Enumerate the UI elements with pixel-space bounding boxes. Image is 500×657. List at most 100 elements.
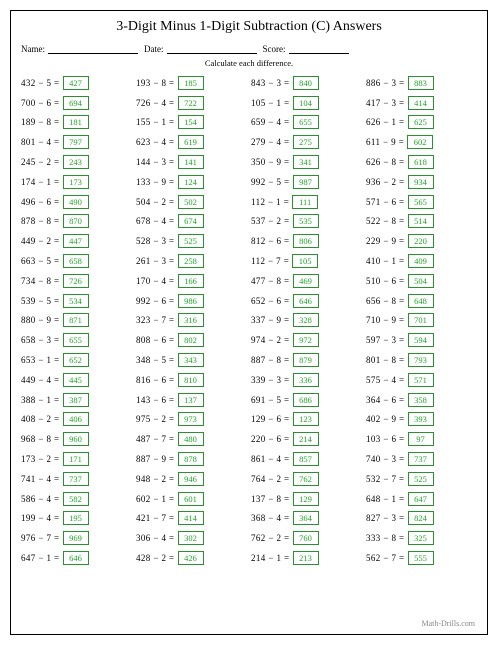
expression: 974 − 2 = <box>251 335 290 345</box>
answer-box: 414 <box>408 96 434 110</box>
problem-cell: 112 − 1 =111 <box>251 192 362 212</box>
expression: 487 − 7 = <box>136 434 175 444</box>
problem-cell: 532 − 7 =525 <box>366 469 477 489</box>
expression: 887 − 9 = <box>136 454 175 464</box>
answer-box: 243 <box>63 155 89 169</box>
answer-box: 480 <box>178 432 204 446</box>
answer-box: 129 <box>293 492 319 506</box>
problem-cell: 496 − 6 =490 <box>21 192 132 212</box>
answer-box: 504 <box>408 274 434 288</box>
answer-box: 737 <box>408 452 434 466</box>
expression: 976 − 7 = <box>21 533 60 543</box>
expression: 611 − 9 = <box>366 137 404 147</box>
answer-box: 619 <box>178 135 204 149</box>
problem-cell: 571 − 6 =565 <box>366 192 477 212</box>
expression: 137 − 8 = <box>251 494 290 504</box>
problem-cell: 801 − 8 =793 <box>366 350 477 370</box>
expression: 726 − 4 = <box>136 98 175 108</box>
answer-box: 646 <box>293 294 319 308</box>
expression: 992 − 6 = <box>136 296 175 306</box>
problem-cell: 936 − 2 =934 <box>366 172 477 192</box>
problem-cell: 350 − 9 =341 <box>251 152 362 172</box>
problem-cell: 339 − 3 =336 <box>251 370 362 390</box>
expression: 189 − 8 = <box>21 117 60 127</box>
problem-cell: 364 − 6 =358 <box>366 390 477 410</box>
answer-box: 214 <box>293 432 319 446</box>
answer-box: 137 <box>178 393 204 407</box>
answer-box: 469 <box>293 274 319 288</box>
problem-cell: 388 − 1 =387 <box>21 390 132 410</box>
date-field: Date: <box>144 43 257 54</box>
answer-box: 986 <box>178 294 204 308</box>
answer-box: 525 <box>178 234 204 248</box>
answer-box: 364 <box>293 511 319 525</box>
answer-box: 358 <box>408 393 434 407</box>
problem-cell: 133 − 9 =124 <box>136 172 247 192</box>
expression: 199 − 4 = <box>21 513 60 523</box>
problem-cell: 449 − 4 =445 <box>21 370 132 390</box>
expression: 428 − 2 = <box>136 553 175 563</box>
expression: 827 − 3 = <box>366 513 405 523</box>
answer-box: 960 <box>63 432 89 446</box>
expression: 421 − 7 = <box>136 513 175 523</box>
expression: 948 − 2 = <box>136 474 175 484</box>
expression: 992 − 5 = <box>251 177 290 187</box>
problem-cell: 477 − 8 =469 <box>251 271 362 291</box>
problem-cell: 112 − 7 =105 <box>251 251 362 271</box>
score-label: Score: <box>263 44 286 54</box>
answer-box: 857 <box>293 452 319 466</box>
problem-cell: 663 − 5 =658 <box>21 251 132 271</box>
problem-cell: 539 − 5 =534 <box>21 291 132 311</box>
expression: 597 − 3 = <box>366 335 405 345</box>
problem-cell: 887 − 8 =879 <box>251 350 362 370</box>
answer-box: 490 <box>63 195 89 209</box>
problem-cell: 417 − 3 =414 <box>366 93 477 113</box>
answer-box: 658 <box>63 254 89 268</box>
answer-box: 806 <box>293 234 319 248</box>
problem-cell: 764 − 2 =762 <box>251 469 362 489</box>
answer-box: 104 <box>293 96 319 110</box>
problem-cell: 968 − 8 =960 <box>21 429 132 449</box>
problem-cell: 306 − 4 =302 <box>136 528 247 548</box>
answer-box: 565 <box>408 195 434 209</box>
problem-cell: 189 − 8 =181 <box>21 113 132 133</box>
problem-cell: 129 − 6 =123 <box>251 410 362 430</box>
problem-cell: 510 − 6 =504 <box>366 271 477 291</box>
answer-box: 328 <box>293 313 319 327</box>
problem-cell: 144 − 3 =141 <box>136 152 247 172</box>
date-label: Date: <box>144 44 164 54</box>
answer-box: 625 <box>408 115 434 129</box>
expression: 408 − 2 = <box>21 414 60 424</box>
problem-cell: 710 − 9 =701 <box>366 311 477 331</box>
problem-cell: 337 − 9 =328 <box>251 311 362 331</box>
problem-cell: 801 − 4 =797 <box>21 132 132 152</box>
problem-cell: 626 − 8 =618 <box>366 152 477 172</box>
answer-box: 173 <box>63 175 89 189</box>
expression: 656 − 8 = <box>366 296 405 306</box>
expression: 710 − 9 = <box>366 315 405 325</box>
expression: 323 − 7 = <box>136 315 175 325</box>
answer-box: 648 <box>408 294 434 308</box>
expression: 880 − 9 = <box>21 315 60 325</box>
expression: 968 − 8 = <box>21 434 60 444</box>
problem-cell: 700 − 6 =694 <box>21 93 132 113</box>
expression: 155 − 1 = <box>136 117 175 127</box>
answer-box: 426 <box>178 551 204 565</box>
problem-cell: 827 − 3 =824 <box>366 509 477 529</box>
problem-cell: 504 − 2 =502 <box>136 192 247 212</box>
problem-cell: 214 − 1 =213 <box>251 548 362 568</box>
expression: 174 − 1 = <box>21 177 60 187</box>
problem-cell: 886 − 3 =883 <box>366 73 477 93</box>
expression: 193 − 8 = <box>136 78 175 88</box>
expression: 103 − 6 = <box>366 434 405 444</box>
problem-cell: 575 − 4 =571 <box>366 370 477 390</box>
answer-box: 879 <box>293 353 319 367</box>
answer-box: 793 <box>408 353 434 367</box>
problem-cell: 279 − 4 =275 <box>251 132 362 152</box>
problem-cell: 648 − 1 =647 <box>366 489 477 509</box>
expression: 658 − 3 = <box>21 335 60 345</box>
problem-cell: 597 − 3 =594 <box>366 330 477 350</box>
problem-cell: 656 − 8 =648 <box>366 291 477 311</box>
answer-box: 652 <box>63 353 89 367</box>
instruction-text: Calculate each difference. <box>21 58 477 68</box>
